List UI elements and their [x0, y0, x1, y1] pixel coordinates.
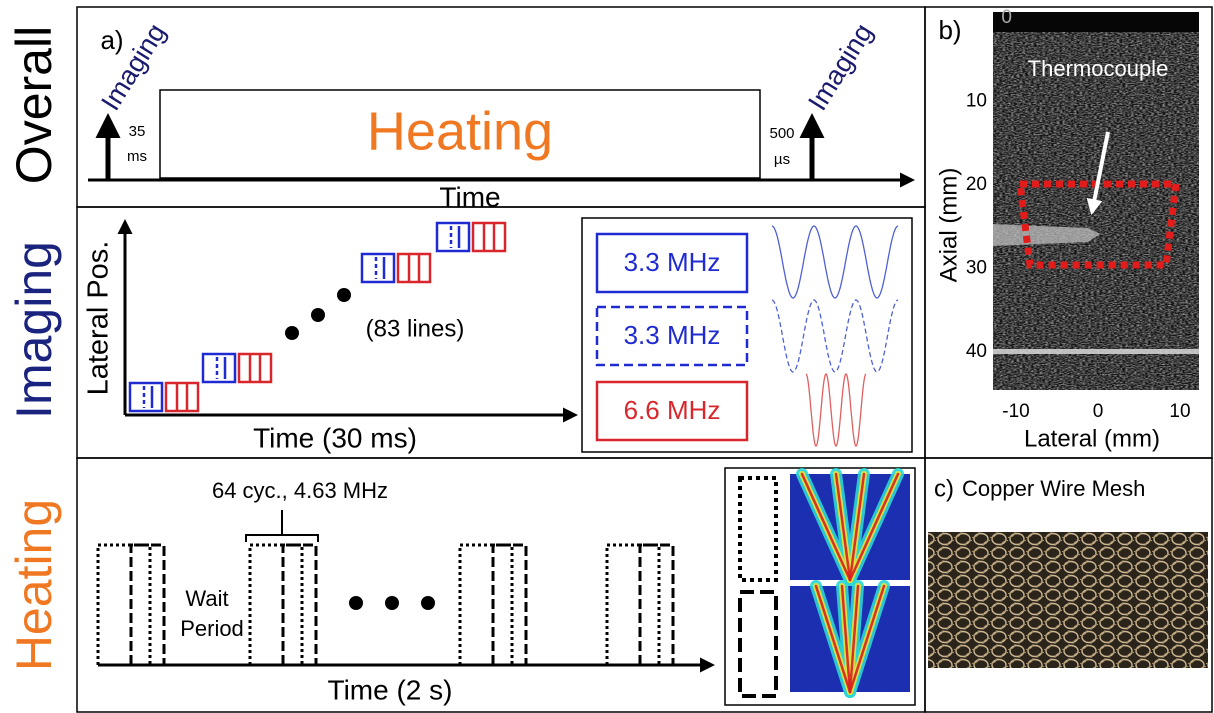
pulse-dashed: [638, 543, 675, 665]
pulse-dashed: [281, 543, 318, 665]
annotation: Thermocouple: [1028, 56, 1169, 81]
y-tick-label: 40: [966, 341, 987, 362]
axis-label: Time: [439, 181, 500, 212]
pulse-red: [471, 221, 507, 253]
pulse-dashed: [491, 543, 528, 665]
side-label: Heating: [6, 499, 62, 671]
waveform: [771, 299, 899, 373]
thermocouple-arrow: [1086, 131, 1110, 216]
panel-border: [924, 457, 1213, 713]
bright-line: [993, 349, 1199, 354]
field-beam: [834, 472, 852, 582]
ellipsis-dot: [311, 308, 325, 322]
panel-label: a): [100, 25, 123, 55]
side-label: Imaging: [6, 241, 62, 419]
pulse-red: [396, 252, 432, 284]
pulse-dashed: [738, 590, 778, 698]
pulse-dashed: [129, 543, 166, 665]
waveform: [771, 225, 899, 299]
mesh-photo: [928, 532, 1208, 668]
count-label: (83 lines): [366, 315, 465, 342]
ellipsis-dot: [421, 596, 435, 610]
x-tick-label: 0: [1093, 401, 1104, 422]
panel-label: c): [934, 475, 954, 502]
panel-border: [76, 206, 926, 459]
pulse-dotted: [605, 543, 661, 665]
pulse-red: [164, 381, 200, 413]
ellipsis-dot: [285, 326, 299, 340]
pulse-blue: [201, 352, 237, 384]
axis-label: Axial (mm): [935, 168, 962, 283]
legend-label: 6.6 MHz: [624, 395, 721, 425]
panel-label: b): [938, 15, 961, 45]
field-beam: [848, 472, 866, 582]
inset-box: [724, 467, 916, 706]
gap-label: 35: [129, 123, 146, 140]
x-tick-label: -10: [1002, 401, 1029, 422]
axis-label: Time (2 s): [328, 674, 453, 705]
pulse-dotted: [96, 543, 152, 665]
heating-block: [159, 89, 761, 179]
heating-label: Heating: [367, 101, 553, 161]
ellipsis-dot: [337, 288, 351, 302]
y-tick-label: 20: [966, 174, 987, 195]
legend-swatch: [595, 305, 749, 367]
legend-label: 3.3 MHz: [624, 320, 721, 350]
pulse-dotted: [458, 543, 514, 665]
field-beam: [814, 584, 852, 694]
waveform: [805, 373, 867, 447]
gap-label: 500: [769, 125, 794, 142]
pulse-label: 64 cyc., 4.63 MHz: [212, 478, 388, 503]
ellipsis-dot: [349, 596, 363, 610]
y-tick-label: 30: [966, 258, 987, 279]
gap-label: µs: [774, 151, 790, 168]
legend-swatch: [595, 380, 749, 442]
axis-label: Time (30 ms): [253, 422, 417, 453]
pulse-blue: [360, 252, 396, 284]
legend-box: [581, 217, 913, 453]
panel-title: Copper Wire Mesh: [962, 476, 1145, 501]
pulse-dotted: [248, 543, 304, 665]
gap-label: ms: [127, 148, 147, 165]
bracket: [245, 510, 319, 542]
pulse-dotted: [738, 476, 778, 582]
wait-label: Wait: [185, 586, 228, 611]
field-beam: [840, 584, 852, 694]
thermocouple-shadow: [993, 224, 1100, 246]
axis-label: Lateral (mm): [1024, 425, 1160, 452]
wait-label: Period: [180, 616, 244, 641]
legend-label: 3.3 MHz: [624, 247, 721, 277]
x-tick-label: 10: [1169, 401, 1190, 422]
pulse-red: [237, 352, 273, 384]
ellipsis-dot: [385, 596, 399, 610]
imaging-label: Imaging: [802, 18, 878, 115]
axis-label: Lateral Pos.: [83, 241, 115, 396]
field-beam: [848, 584, 860, 694]
side-label: Overall: [6, 26, 62, 184]
pulse-blue: [128, 381, 164, 413]
y-tick-label: 10: [966, 91, 987, 112]
roi-box: [1016, 180, 1180, 269]
legend-swatch: [595, 232, 749, 294]
pulse-blue: [435, 221, 471, 253]
field-beam: [848, 472, 900, 582]
ultrasound-top: [993, 12, 1199, 32]
y-tick-label: 0: [1001, 7, 1012, 28]
field-beam: [800, 472, 852, 582]
field-beam: [848, 584, 886, 694]
